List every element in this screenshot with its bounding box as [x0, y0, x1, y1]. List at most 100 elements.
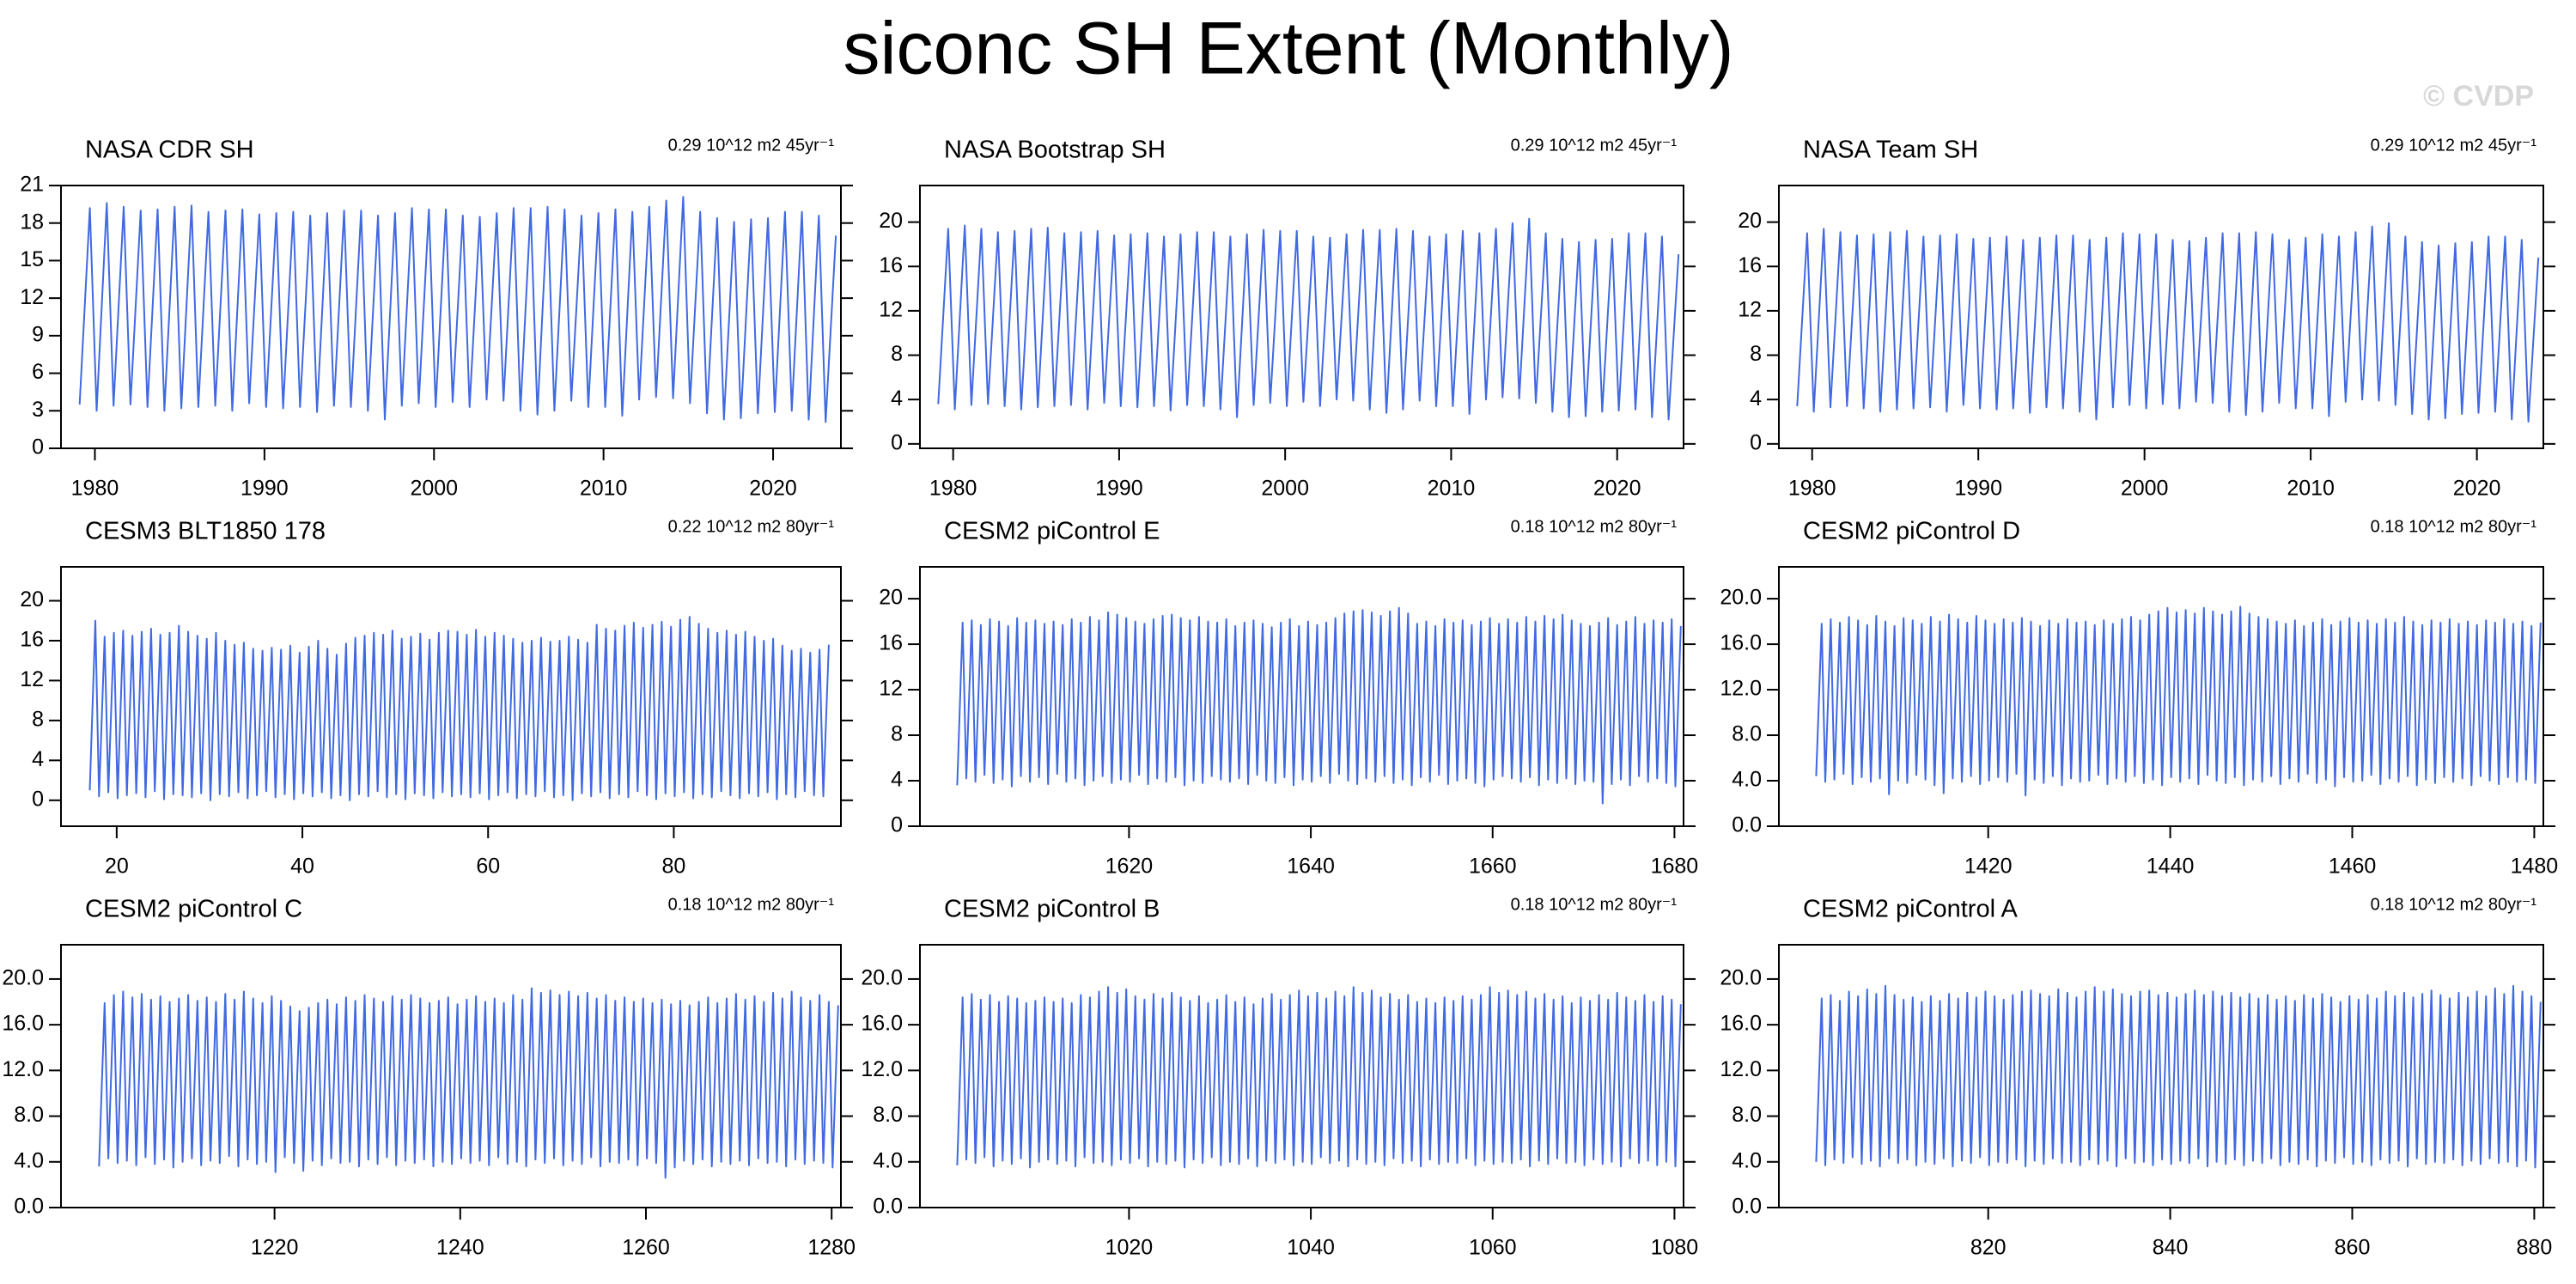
y-tick-label: 4 [32, 747, 44, 771]
data-line [1815, 605, 2542, 797]
y-tick-label: 4 [891, 386, 903, 411]
data-line [937, 217, 1680, 421]
x-tick-label: 1420 [1964, 855, 2013, 879]
y-tick-label: 0.0 [1732, 1195, 1762, 1219]
y-tick-label: 4.0 [1732, 768, 1762, 792]
panel: NASA Bootstrap SH 0.29 10^12 m2 45yr⁻¹ 0 4 8… [879, 136, 1696, 501]
y-tick-label: 0 [32, 787, 44, 811]
y-tick-label: 16.0 [1720, 631, 1762, 655]
x-tick-label: 2020 [1593, 477, 1641, 501]
x-tick-label: 1990 [241, 477, 289, 501]
y-tick-label: 12 [20, 285, 44, 309]
y-tick-label: 3 [32, 398, 44, 422]
x-tick-label: 1220 [251, 1236, 299, 1260]
y-tick-label: 12 [1738, 298, 1762, 322]
plot-frame [60, 185, 842, 449]
data-line [88, 616, 830, 801]
panel: CESM2 piControl B 0.18 10^12 m2 80yr⁻¹ 0.0… [861, 895, 1698, 1259]
x-tick-label: 1040 [1287, 1236, 1335, 1260]
panel-subtitle: 0.18 10^12 m2 80yr⁻¹ [1511, 895, 1678, 914]
y-tick-label: 9 [32, 322, 44, 346]
x-tick-label: 1660 [1469, 855, 1517, 879]
y-tick-label: 8.0 [1732, 1103, 1762, 1127]
panel-title: NASA Team SH [1803, 137, 1978, 164]
y-tick-label: 20 [879, 586, 903, 610]
y-tick-label: 0 [891, 813, 903, 837]
y-tick-label: 12 [879, 677, 903, 701]
x-tick-label: 1060 [1469, 1236, 1517, 1260]
plot-frame [1778, 566, 2544, 827]
x-tick-label: 1980 [71, 477, 119, 501]
x-tick-label: 1980 [1788, 477, 1836, 501]
x-tick-label: 2000 [1261, 477, 1309, 501]
panel-title: CESM2 piControl C [85, 896, 302, 923]
y-tick-label: 12 [20, 667, 44, 691]
panel-title: NASA CDR SH [85, 137, 254, 164]
x-tick-label: 860 [2335, 1236, 2371, 1260]
x-tick-label: 60 [476, 855, 500, 879]
panel-subtitle: 0.29 10^12 m2 45yr⁻¹ [668, 136, 835, 155]
y-tick-label: 12.0 [2, 1057, 44, 1081]
y-tick-label: 18 [20, 210, 44, 234]
y-tick-label: 21 [20, 173, 44, 197]
y-tick-label: 16.0 [2, 1012, 44, 1036]
y-tick-label: 4 [1750, 386, 1762, 411]
x-tick-label: 2010 [580, 477, 628, 501]
y-tick-label: 20 [1738, 209, 1762, 233]
y-tick-label: 8 [891, 342, 903, 366]
x-tick-label: 1680 [1651, 855, 1699, 879]
y-tick-label: 12.0 [1720, 1057, 1762, 1081]
data-line [1815, 984, 2542, 1169]
y-tick-label: 8.0 [1732, 722, 1762, 746]
y-tick-label: 8 [32, 707, 44, 731]
panel-title: NASA Bootstrap SH [944, 137, 1166, 164]
x-tick-label: 1980 [929, 477, 977, 501]
x-tick-label: 820 [1970, 1236, 2007, 1260]
plot-frame [919, 566, 1684, 827]
panel: NASA CDR SH 0.29 10^12 m2 45yr⁻¹ 0 3 6 9 12 15 1… [20, 136, 853, 501]
panel: NASA Team SH 0.29 10^12 m2 45yr⁻¹ 0 4 8 12 16 2… [1738, 136, 2555, 501]
panel: CESM3 BLT1850 178 0.22 10^12 m2 80yr⁻¹ 0 4 8… [20, 517, 853, 879]
x-tick-label: 2010 [1428, 477, 1476, 501]
x-tick-label: 1990 [1954, 477, 2002, 501]
panel-title: CESM3 BLT1850 178 [85, 518, 326, 545]
panel: CESM2 piControl D 0.18 10^12 m2 80yr⁻¹ 0.0… [1720, 517, 2558, 878]
y-tick-label: 0.0 [873, 1195, 903, 1219]
data-line [78, 196, 837, 423]
x-tick-label: 1080 [1651, 1236, 1699, 1260]
x-tick-label: 1260 [622, 1236, 670, 1260]
x-tick-label: 20 [105, 855, 129, 879]
panel-subtitle: 0.22 10^12 m2 80yr⁻¹ [668, 517, 835, 536]
plot-frame [1778, 185, 2544, 449]
y-tick-label: 12.0 [861, 1057, 903, 1081]
panel-title: CESM2 piControl A [1803, 896, 2018, 923]
x-tick-label: 40 [290, 855, 314, 879]
x-tick-label: 2020 [2453, 477, 2501, 501]
y-tick-label: 16 [1738, 253, 1762, 277]
y-tick-label: 0.0 [1732, 813, 1762, 837]
y-tick-label: 16 [20, 628, 44, 652]
y-tick-label: 0 [32, 435, 44, 459]
y-tick-label: 4.0 [1732, 1148, 1762, 1172]
x-tick-label: 2020 [749, 477, 797, 501]
panel-subtitle: 0.29 10^12 m2 45yr⁻¹ [2371, 136, 2537, 155]
x-tick-label: 880 [2517, 1236, 2553, 1260]
x-tick-label: 80 [662, 855, 686, 879]
panel-subtitle: 0.29 10^12 m2 45yr⁻¹ [1511, 136, 1678, 155]
y-tick-label: 4.0 [14, 1148, 44, 1172]
panel-subtitle: 0.18 10^12 m2 80yr⁻¹ [1511, 517, 1678, 536]
y-tick-label: 20.0 [2, 966, 44, 990]
y-tick-label: 12 [879, 298, 903, 322]
y-tick-label: 16 [879, 631, 903, 655]
x-tick-label: 1640 [1287, 855, 1335, 879]
x-tick-label: 1020 [1105, 1236, 1154, 1260]
x-tick-label: 2000 [2121, 477, 2169, 501]
panel-title: CESM2 piControl D [1803, 518, 2020, 545]
y-tick-label: 8 [1750, 342, 1762, 366]
data-line [1796, 222, 2540, 423]
y-tick-label: 16.0 [1720, 1012, 1762, 1036]
y-tick-label: 20.0 [1720, 586, 1762, 610]
plot-frame [919, 185, 1684, 449]
data-line [956, 606, 1682, 805]
